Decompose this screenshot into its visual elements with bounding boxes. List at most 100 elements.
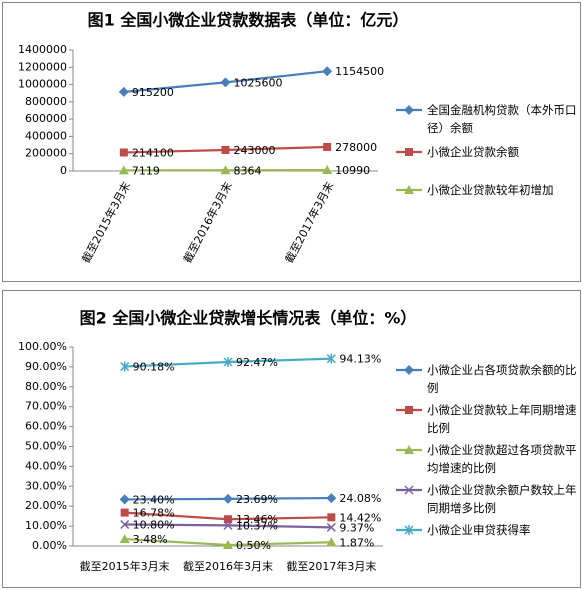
- data-label: 94.13%: [339, 353, 381, 366]
- legend-swatch: [396, 148, 422, 156]
- data-label: 3.48%: [133, 533, 168, 546]
- marker: [326, 522, 336, 532]
- y-tick-label: 1000000: [18, 78, 67, 91]
- marker: [223, 356, 233, 367]
- marker: [223, 493, 233, 504]
- marker: [326, 353, 336, 364]
- y-tick-label: 70.00%: [25, 400, 67, 413]
- data-label: 13.46%: [236, 513, 278, 526]
- data-label: 278000: [335, 141, 377, 154]
- marker: [221, 145, 230, 154]
- marker: [326, 493, 337, 504]
- data-label: 9.37%: [339, 521, 374, 534]
- legend-item: 小微企业申贷获得率: [395, 521, 577, 539]
- data-label: 10990: [335, 164, 370, 177]
- legend-label: 小微企业申贷获得率: [427, 523, 531, 537]
- chart-title: 图1 全国小微企业贷款数据表（单位：亿元）: [88, 11, 409, 30]
- data-label: 915200: [132, 86, 174, 99]
- marker: [326, 537, 337, 547]
- data-label: 0.50%: [236, 539, 271, 552]
- marker: [118, 86, 129, 97]
- marker: [120, 519, 130, 530]
- legend-item: 小微企业贷款较上年同期增速比例: [395, 401, 577, 437]
- marker: [404, 365, 414, 375]
- data-label: 14.42%: [339, 511, 381, 524]
- legend-item: 小微企业占各项贷款余额的比例: [395, 361, 577, 397]
- data-label: 10.80%: [133, 519, 175, 532]
- legend-label: 全国金融机构贷款（本外币口径）余额: [427, 103, 577, 135]
- marker: [323, 142, 332, 151]
- marker: [405, 406, 413, 414]
- legend-swatch: [396, 445, 422, 454]
- y-tick-label: 20.00%: [25, 499, 67, 512]
- marker: [224, 515, 232, 524]
- marker: [404, 445, 414, 454]
- y-tick-label: 10.00%: [25, 519, 67, 532]
- legend-swatch: [396, 365, 422, 375]
- data-label: 7119: [132, 164, 160, 177]
- y-tick-label: 1200000: [18, 60, 67, 73]
- legend-item: 小微企业贷款较年初增加: [395, 181, 577, 199]
- legend-item: 小微企业贷款余额: [395, 143, 577, 161]
- legend-swatch: [396, 525, 422, 535]
- legend-item: 小微企业贷款余额户数较上年同期增多比例: [395, 481, 577, 517]
- marker: [119, 534, 130, 544]
- marker: [322, 165, 333, 175]
- marker: [220, 77, 231, 88]
- legend-label: 小微企业占各项贷款余额的比例: [427, 363, 577, 395]
- marker: [404, 485, 414, 495]
- data-label: 10.37%: [236, 519, 278, 532]
- marker: [223, 540, 233, 550]
- x-tick-label: 截至2016年3月末: [183, 559, 273, 573]
- y-tick-label: 40.00%: [25, 459, 67, 472]
- chart-panel: 图1 全国小微企业贷款数据表（单位：亿元） 0 200000 400000 600000…: [2, 2, 581, 282]
- marker: [120, 361, 130, 372]
- marker: [119, 148, 128, 157]
- chart: 图1 全国小微企业贷款数据表（单位：亿元） 0 200000 400000 600000…: [18, 11, 409, 266]
- y-tick-label: 100.00%: [18, 340, 67, 353]
- x-tick-label: 截至2015年3月末: [79, 179, 134, 265]
- marker: [327, 513, 336, 522]
- legend-item: 小微企业贷款超过各项贷款平均增速的比例: [395, 441, 577, 477]
- y-tick-label: 0: [60, 164, 67, 177]
- data-label: 92.47%: [236, 356, 278, 369]
- chart-panel: 图2 全国小微企业贷款增长情况表（单位：%） 0.00% 10.00% 20.00% 3…: [2, 290, 581, 588]
- y-tick-label: 600000: [25, 112, 67, 125]
- x-tick-label: 截至2015年3月末: [80, 559, 170, 573]
- data-label: 214100: [132, 146, 174, 159]
- marker: [220, 165, 231, 175]
- y-tick-label: 80.00%: [25, 380, 67, 393]
- marker: [119, 494, 130, 505]
- marker: [118, 165, 129, 175]
- legend-swatch: [396, 105, 422, 115]
- y-tick-label: 60.00%: [25, 420, 67, 433]
- marker: [223, 520, 233, 530]
- marker: [404, 105, 414, 115]
- x-tick-label: 截至2017年3月末: [282, 179, 337, 265]
- legend-swatch: [396, 185, 422, 194]
- y-tick-label: 50.00%: [25, 440, 67, 453]
- legend-swatch: [396, 406, 422, 414]
- y-tick-label: 90.00%: [25, 360, 67, 373]
- data-label: 16.78%: [133, 507, 175, 520]
- legend-label: 小微企业贷款超过各项贷款平均增速的比例: [427, 443, 577, 475]
- legend-label: 小微企业贷款较上年同期增速比例: [427, 403, 577, 435]
- y-tick-label: 800000: [25, 95, 67, 108]
- data-label: 1025600: [234, 76, 283, 89]
- marker: [404, 525, 414, 535]
- data-label: 1154500: [335, 65, 384, 78]
- x-tick-label: 截至2017年3月末: [286, 559, 376, 573]
- data-label: 23.69%: [236, 493, 278, 506]
- marker: [322, 66, 333, 77]
- x-tick-label: 截至2016年3月末: [180, 179, 235, 265]
- y-tick-label: 30.00%: [25, 479, 67, 492]
- data-label: 243000: [234, 144, 276, 157]
- data-label: 23.40%: [133, 493, 175, 506]
- marker: [405, 148, 413, 156]
- legend-label: 小微企业贷款较年初增加: [427, 183, 554, 197]
- data-label: 24.08%: [339, 492, 381, 505]
- y-tick-label: 200000: [25, 147, 67, 160]
- data-label: 8364: [234, 164, 262, 177]
- data-label: 1.87%: [339, 536, 374, 549]
